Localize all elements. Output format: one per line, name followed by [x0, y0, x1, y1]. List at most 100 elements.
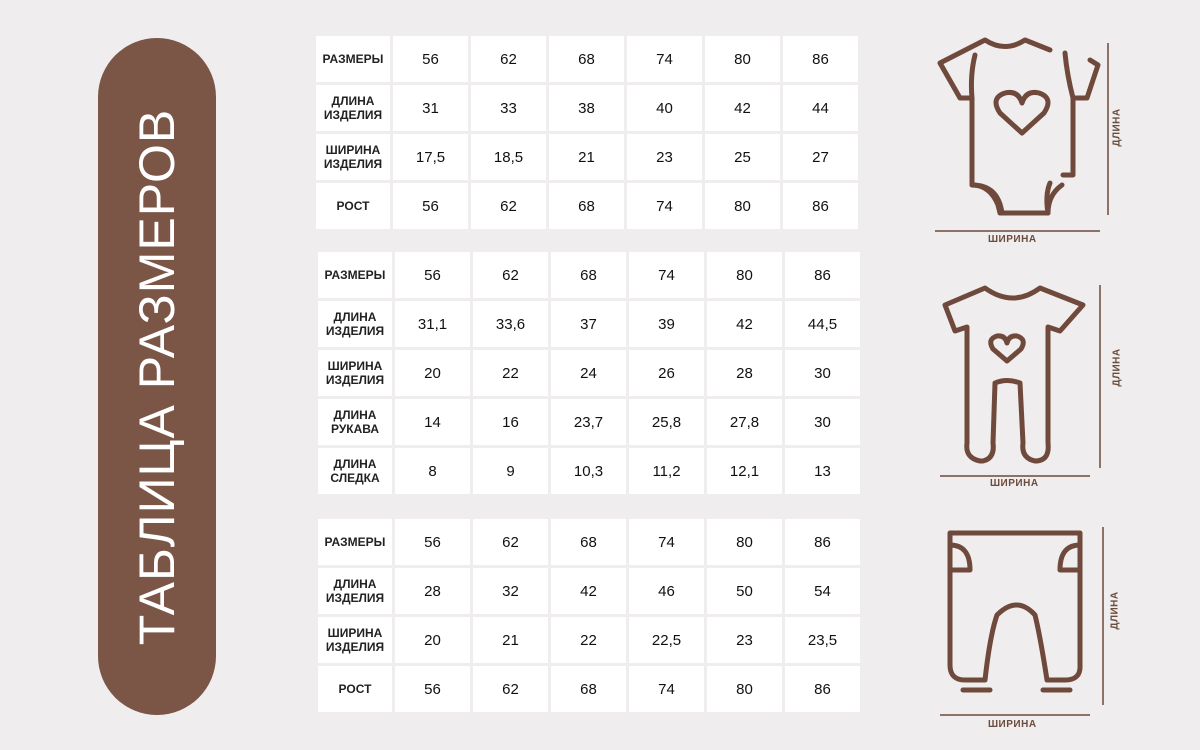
- row-label: ДЛИНА РУКАВА: [318, 399, 392, 445]
- table-cell: 38: [549, 85, 624, 131]
- table-cell: 56: [395, 666, 470, 712]
- table-cell: 42: [707, 301, 782, 347]
- romper-icon: [940, 285, 1101, 477]
- table-cell: 42: [705, 85, 780, 131]
- bodysuit-icon: [935, 37, 1109, 232]
- table-cell: 10,3: [551, 448, 626, 494]
- table-cell: 27: [783, 134, 858, 180]
- table-cell: 54: [785, 568, 860, 614]
- row-label: ДЛИНА ИЗДЕЛИЯ: [318, 301, 392, 347]
- table-cell: 74: [629, 666, 704, 712]
- width-label: ШИРИНА: [988, 234, 1037, 245]
- table-cell: 22: [551, 617, 626, 663]
- table-cell: 62: [471, 36, 546, 82]
- table-cell: 24: [551, 350, 626, 396]
- row-label: ДЛИНА ИЗДЕЛИЯ: [316, 85, 390, 131]
- table-cell: 80: [707, 519, 782, 565]
- table-cell: 25,8: [629, 399, 704, 445]
- table-cell: 32: [473, 568, 548, 614]
- table-cell: 86: [783, 36, 858, 82]
- table-cell: 62: [471, 183, 546, 229]
- table-cell: 86: [783, 183, 858, 229]
- table-cell: 23,5: [785, 617, 860, 663]
- table-cell: 9: [473, 448, 548, 494]
- length-label: ДЛИНА: [1111, 348, 1123, 387]
- table-cell: 23: [707, 617, 782, 663]
- table-cell: 33: [471, 85, 546, 131]
- table-cell: 39: [629, 301, 704, 347]
- table-cell: 74: [629, 252, 704, 298]
- table-cell: 17,5: [393, 134, 468, 180]
- row-label: РАЗМЕРЫ: [318, 519, 392, 565]
- table-cell: 21: [473, 617, 548, 663]
- table-cell: 86: [785, 519, 860, 565]
- table-cell: 8: [395, 448, 470, 494]
- table-cell: 23,7: [551, 399, 626, 445]
- table-cell: 18,5: [471, 134, 546, 180]
- width-label: ШИРИНА: [990, 478, 1039, 489]
- row-label: РАЗМЕРЫ: [318, 252, 392, 298]
- table-cell: 86: [785, 666, 860, 712]
- table-cell: 56: [395, 519, 470, 565]
- title-banner: ТАБЛИЦА РАЗМЕРОВ: [98, 38, 216, 715]
- table-cell: 20: [395, 350, 470, 396]
- table-cell: 68: [549, 36, 624, 82]
- table-cell: 37: [551, 301, 626, 347]
- row-label: ШИРИНА ИЗДЕЛИЯ: [318, 617, 392, 663]
- length-label: ДЛИНА: [1111, 108, 1123, 147]
- table-cell: 42: [551, 568, 626, 614]
- table-cell: 26: [629, 350, 704, 396]
- table-cell: 74: [627, 183, 702, 229]
- row-label: РАЗМЕРЫ: [316, 36, 390, 82]
- table-cell: 22: [473, 350, 548, 396]
- table-cell: 28: [707, 350, 782, 396]
- row-label: РОСТ: [316, 183, 390, 229]
- table-cell: 22,5: [629, 617, 704, 663]
- table-cell: 62: [473, 519, 548, 565]
- table-cell: 28: [395, 568, 470, 614]
- pants-icon: [940, 527, 1104, 716]
- table-cell: 68: [551, 252, 626, 298]
- size-table-romper: РАЗМЕРЫ 56 62 68 74 80 86 ДЛИНА ИЗДЕЛИЯ 31,1 33,6…: [318, 252, 860, 494]
- table-cell: 16: [473, 399, 548, 445]
- table-cell: 25: [705, 134, 780, 180]
- table-cell: 68: [549, 183, 624, 229]
- row-label: ДЛИНА СЛЕДКА: [318, 448, 392, 494]
- row-label: ШИРИНА ИЗДЕЛИЯ: [318, 350, 392, 396]
- table-cell: 80: [705, 36, 780, 82]
- table-cell: 30: [785, 399, 860, 445]
- page-title: ТАБЛИЦА РАЗМЕРОВ: [129, 108, 185, 645]
- table-cell: 80: [705, 183, 780, 229]
- table-cell: 62: [473, 252, 548, 298]
- table-cell: 56: [393, 183, 468, 229]
- table-cell: 27,8: [707, 399, 782, 445]
- length-label: ДЛИНА: [1109, 591, 1121, 630]
- table-cell: 56: [395, 252, 470, 298]
- table-cell: 14: [395, 399, 470, 445]
- table-cell: 68: [551, 519, 626, 565]
- table-cell: 21: [549, 134, 624, 180]
- table-cell: 31: [393, 85, 468, 131]
- size-table-pants: РАЗМЕРЫ 56 62 68 74 80 86 ДЛИНА ИЗДЕЛИЯ 28 32 42 46…: [318, 519, 860, 712]
- table-cell: 30: [785, 350, 860, 396]
- table-cell: 11,2: [629, 448, 704, 494]
- table-cell: 56: [393, 36, 468, 82]
- table-cell: 44,5: [785, 301, 860, 347]
- table-cell: 23: [627, 134, 702, 180]
- table-cell: 31,1: [395, 301, 470, 347]
- table-cell: 46: [629, 568, 704, 614]
- table-cell: 44: [783, 85, 858, 131]
- row-label: РОСТ: [318, 666, 392, 712]
- table-cell: 20: [395, 617, 470, 663]
- table-cell: 86: [785, 252, 860, 298]
- table-cell: 80: [707, 666, 782, 712]
- size-table-bodysuit: РАЗМЕРЫ 56 62 68 74 80 86 ДЛИНА ИЗДЕЛИЯ 31 33 38 40…: [316, 36, 858, 229]
- table-cell: 12,1: [707, 448, 782, 494]
- table-cell: 68: [551, 666, 626, 712]
- table-cell: 50: [707, 568, 782, 614]
- row-label: ДЛИНА ИЗДЕЛИЯ: [318, 568, 392, 614]
- table-cell: 74: [627, 36, 702, 82]
- table-cell: 74: [629, 519, 704, 565]
- row-label: ШИРИНА ИЗДЕЛИЯ: [316, 134, 390, 180]
- table-cell: 40: [627, 85, 702, 131]
